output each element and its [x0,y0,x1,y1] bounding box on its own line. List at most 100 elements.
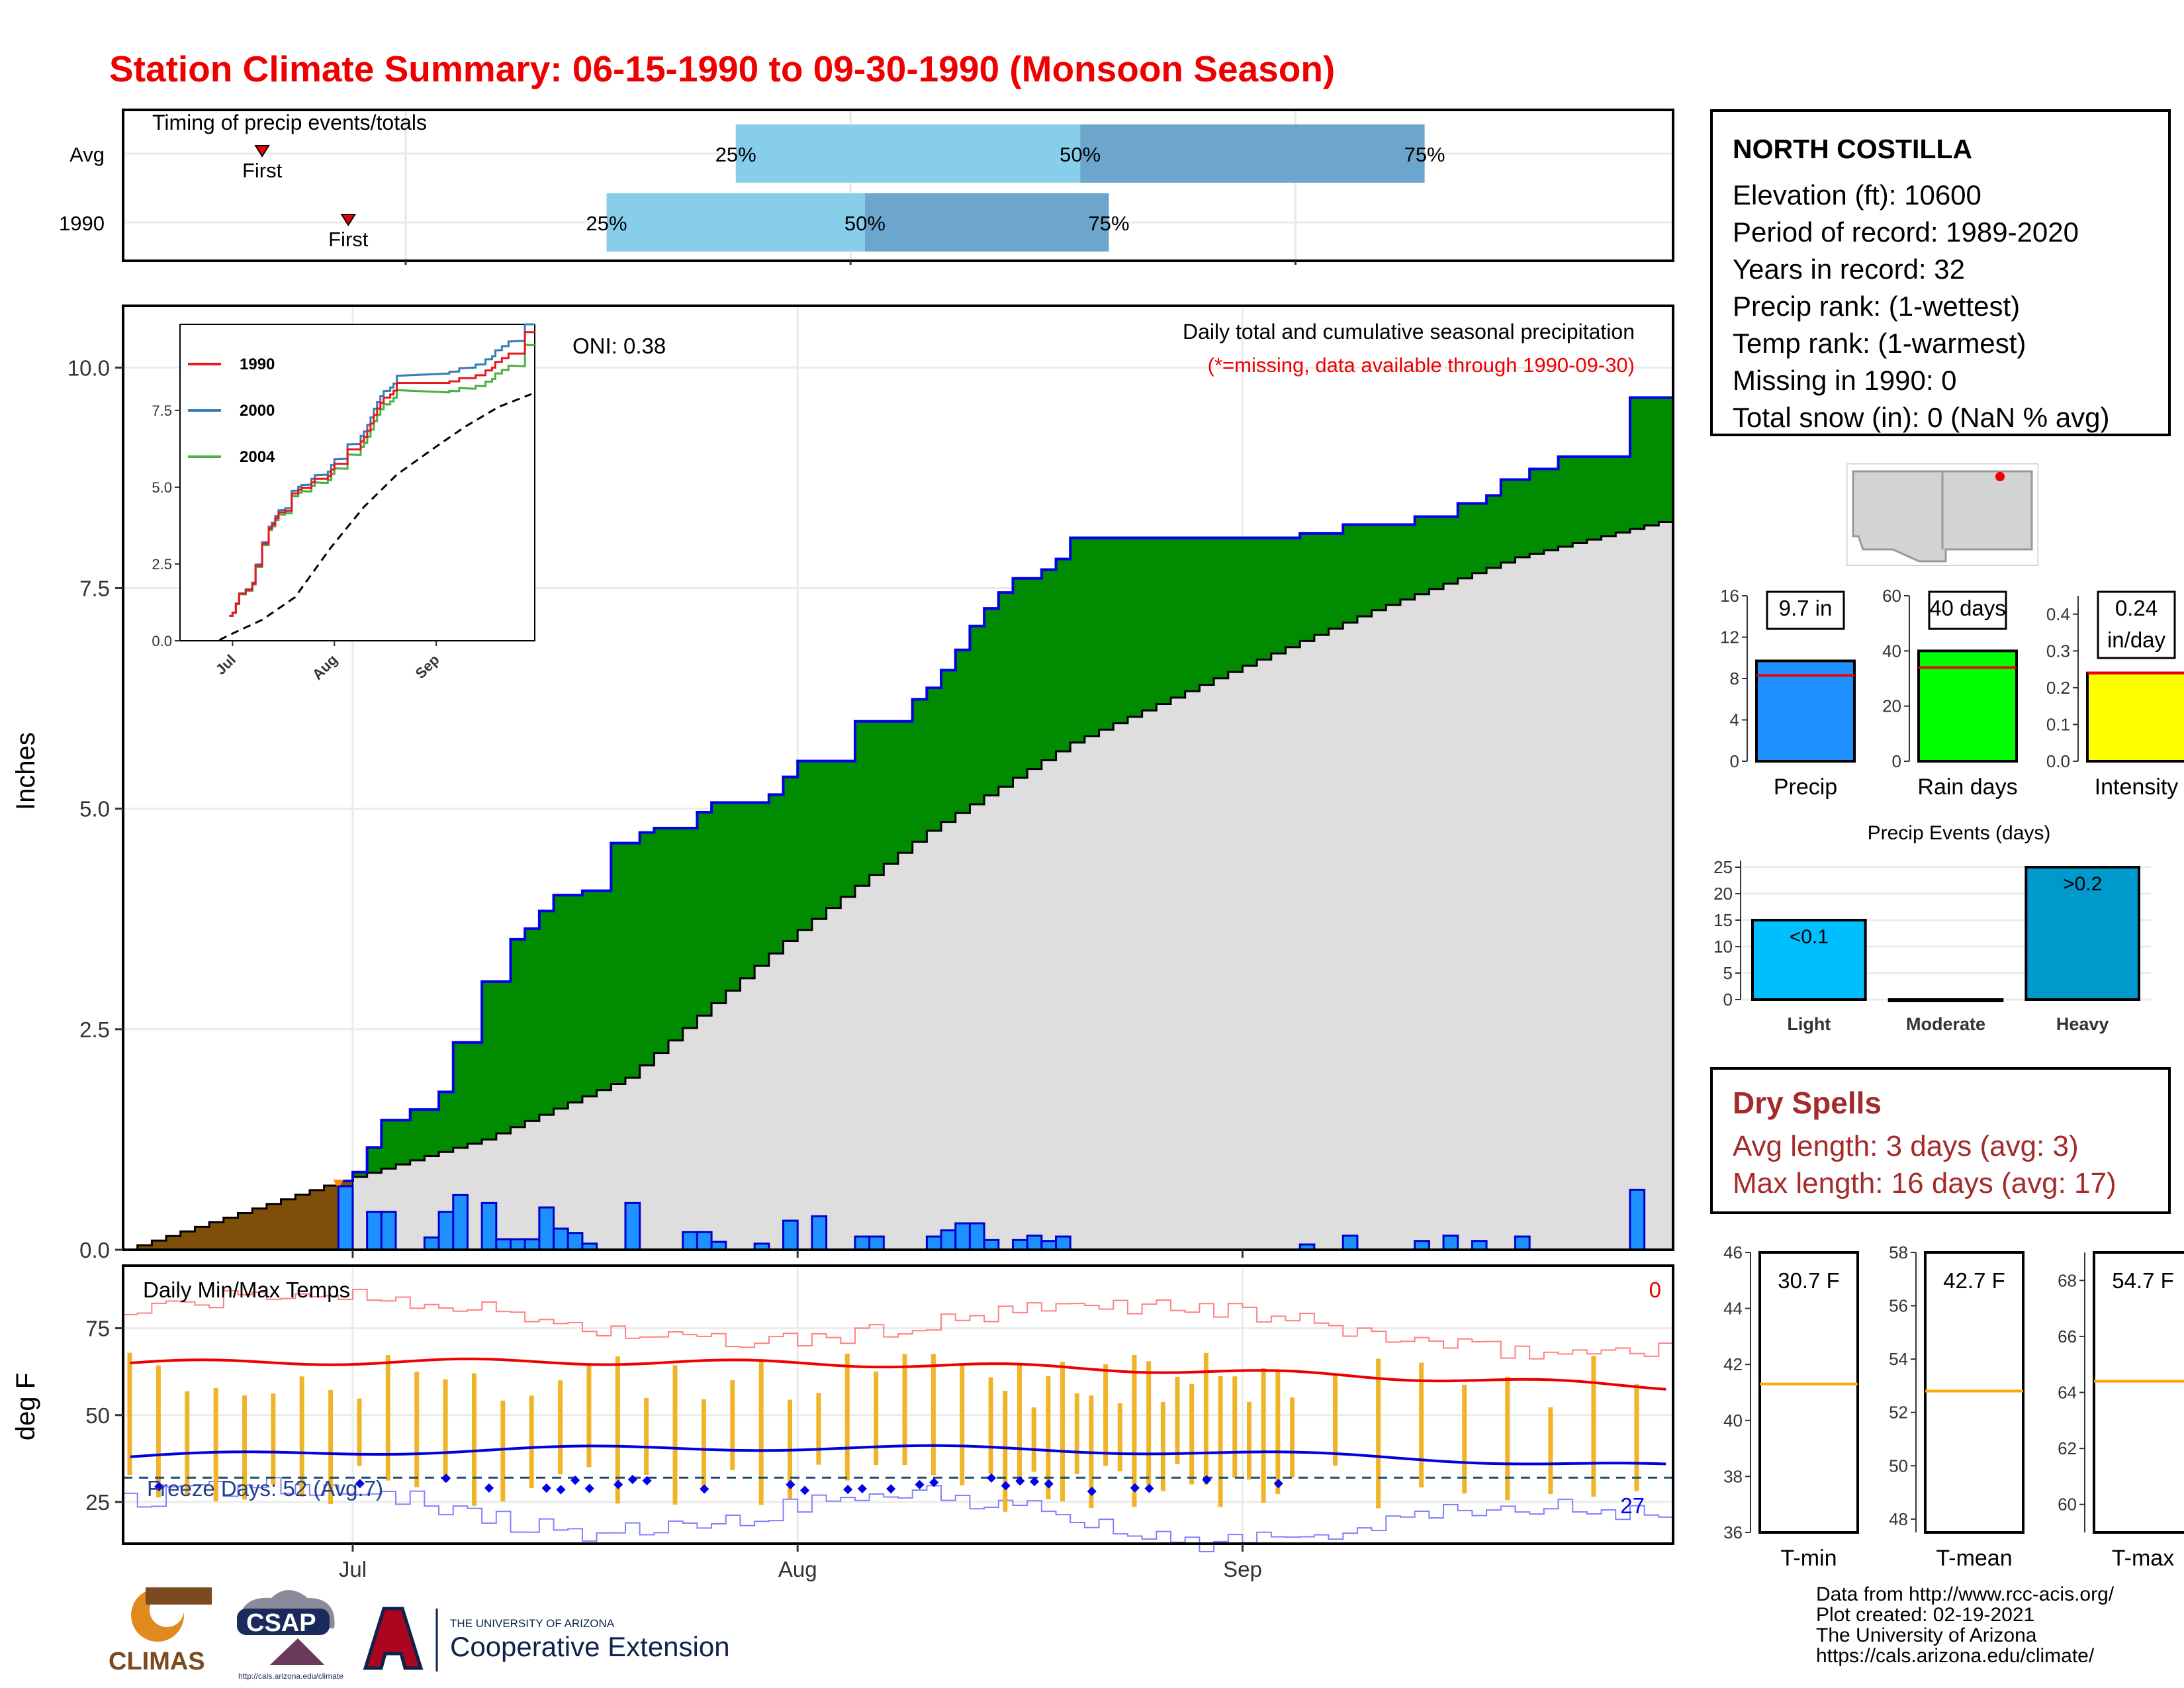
freeze-day-marker [799,1485,810,1495]
events-bar-label: <0.1 [1790,926,1829,948]
daily-temp-bar [558,1380,563,1475]
daily-temp-bar [185,1391,190,1495]
season-start-marker [333,1180,344,1190]
svg-text:THE UNIVERSITY OF ARIZONA: THE UNIVERSITY OF ARIZONA [450,1617,615,1630]
main-ylabel: Inches [11,732,40,810]
daily-precip-bar [553,1227,569,1251]
daily-precip-bar [1514,1235,1531,1251]
freeze-day-marker [843,1485,853,1495]
summary-tick-label: 40 [1882,641,1901,661]
freeze-day-marker [1087,1486,1097,1497]
precip-chart: 0.0 2.5 5.0 7.5 10.0 Inches Daily total and … [11,305,1674,1262]
station-line: Years in record: 32 [1733,254,1965,285]
tsum-tick-label: 52 [1889,1403,1908,1423]
daily-temp-bar [1103,1364,1109,1466]
daily-temp-bar [644,1397,649,1476]
temp-ytick-label: 25 [85,1490,110,1515]
tsum-tick-label: 50 [1889,1456,1908,1476]
freeze-day-marker [1001,1481,1011,1491]
station-marker [1995,472,2005,481]
tsum-tick-label: 68 [2058,1270,2077,1290]
timing-panel: Timing of precip events/totals Avg 25% 50%… [59,109,1674,265]
daily-temp-bar [385,1355,390,1481]
daily-precip-bar [1442,1235,1459,1251]
tsum-value-label: 54.7 F [2112,1268,2174,1293]
summary-bar [2086,671,2184,763]
logo-strip: CLIMAS CSAP http://cals.arizona.edu/clim… [109,1587,730,1681]
summary-value-box [1766,590,1845,630]
precip-events-title: Precip Events (days) [1868,822,2051,844]
events-bar [2025,866,2141,1001]
daily-temp-bar [1017,1364,1022,1485]
summary-tick-label: 0 [1892,751,1901,771]
summary-tick-label: 0.2 [2046,678,2070,698]
timing-row-label: 1990 [59,212,105,235]
timing-bar-q25-50 [606,193,865,252]
daily-precip-bar [782,1219,799,1251]
svg-text:Cooperative Extension: Cooperative Extension [450,1631,730,1662]
svg-text:http://cals.arizona.edu/climat: http://cals.arizona.edu/climate [238,1671,343,1681]
daily-temp-bar [1146,1361,1152,1485]
daily-precip-bar [567,1232,584,1251]
freeze-day-marker [441,1474,451,1483]
summary-bars: 0 4 8 12 16 9.7 in Precip 0 20 40 60 40 days Rain da… [1720,586,2184,800]
main-annotation: Daily total and cumulative seasonal prec… [1183,320,1635,344]
daily-temp-bar [586,1364,592,1468]
inset-avg-line [218,393,532,641]
daily-temp-bar [1246,1401,1251,1480]
daily-temp-bar [1290,1397,1295,1478]
tsum-tick-label: 46 [1723,1243,1743,1262]
daily-temp-bar [1634,1384,1639,1491]
daily-temp-bar [1074,1393,1079,1474]
temp-summary: 36 38 40 42 44 46 30.7 F T-min 48 50 52 54 56 58 42.7 … [1723,1243,2184,1571]
daily-precip-bar [480,1201,498,1251]
timing-marker-label: First [242,159,283,182]
tsum-tick-label: 58 [1889,1243,1908,1262]
daily-temp-bar [1505,1376,1510,1501]
inset-ytick-label: 0.0 [152,633,172,649]
daily-temp-bar [1203,1352,1208,1485]
station-line: Missing in 1990: 0 [1733,365,1957,396]
timing-marker [254,145,270,158]
timing-quartile-label: 50% [844,212,886,235]
freeze-day-marker [1273,1479,1283,1489]
events-tick-label: 0 [1723,990,1733,1009]
daily-precip-bar [983,1239,1000,1251]
inset-ytick-label: 2.5 [152,556,172,573]
daily-precip-bar [1026,1235,1043,1251]
freeze-day-marker [915,1479,925,1489]
daily-temp-bar [1419,1362,1424,1488]
oni-label: ONI: 0.38 [572,334,666,358]
daily-temp-bar [529,1395,534,1488]
inset-legend-label: 2004 [240,448,275,466]
temp-frame [122,1264,1674,1545]
inset-series-1990 [229,331,535,617]
daily-temp-bar [615,1356,620,1504]
events-category-label: Light [1787,1014,1831,1034]
timing-bar-q25-50 [735,124,1081,183]
tsum-tick-label: 54 [1889,1349,1908,1369]
daily-precip-bar [510,1238,526,1251]
credit-line: The University of Arizona [1816,1624,2037,1646]
temp-ylabel: deg F [11,1373,40,1440]
events-bar [1888,998,2004,1002]
summary-value-label: 9.7 in [1779,596,1833,620]
temp-ytick-label: 50 [85,1403,110,1428]
daily-precip-bar [696,1231,713,1251]
inset-frame [179,324,535,641]
csap-logo: CSAP http://cals.arizona.edu/climate [237,1590,343,1681]
summary-tick-label: 16 [1720,586,1739,606]
freeze-day-marker [556,1485,566,1495]
timing-row-label: Avg [69,143,105,166]
daily-temp-bar [414,1372,420,1487]
summary-tick-label: 0.1 [2046,714,2070,734]
inset-ytick-label: 7.5 [152,402,172,419]
daily-temp-bar [1218,1376,1223,1507]
daily-temp-bar [328,1389,334,1505]
dry-max-length: Max length: 16 days (avg: 17) [1733,1167,2116,1199]
events-bar [1751,919,1867,1001]
daily-precip-bar [940,1229,957,1251]
inset-ytick-label: 5.0 [152,479,172,496]
inset-series-2004 [229,344,535,617]
timing-frame [122,109,1674,262]
